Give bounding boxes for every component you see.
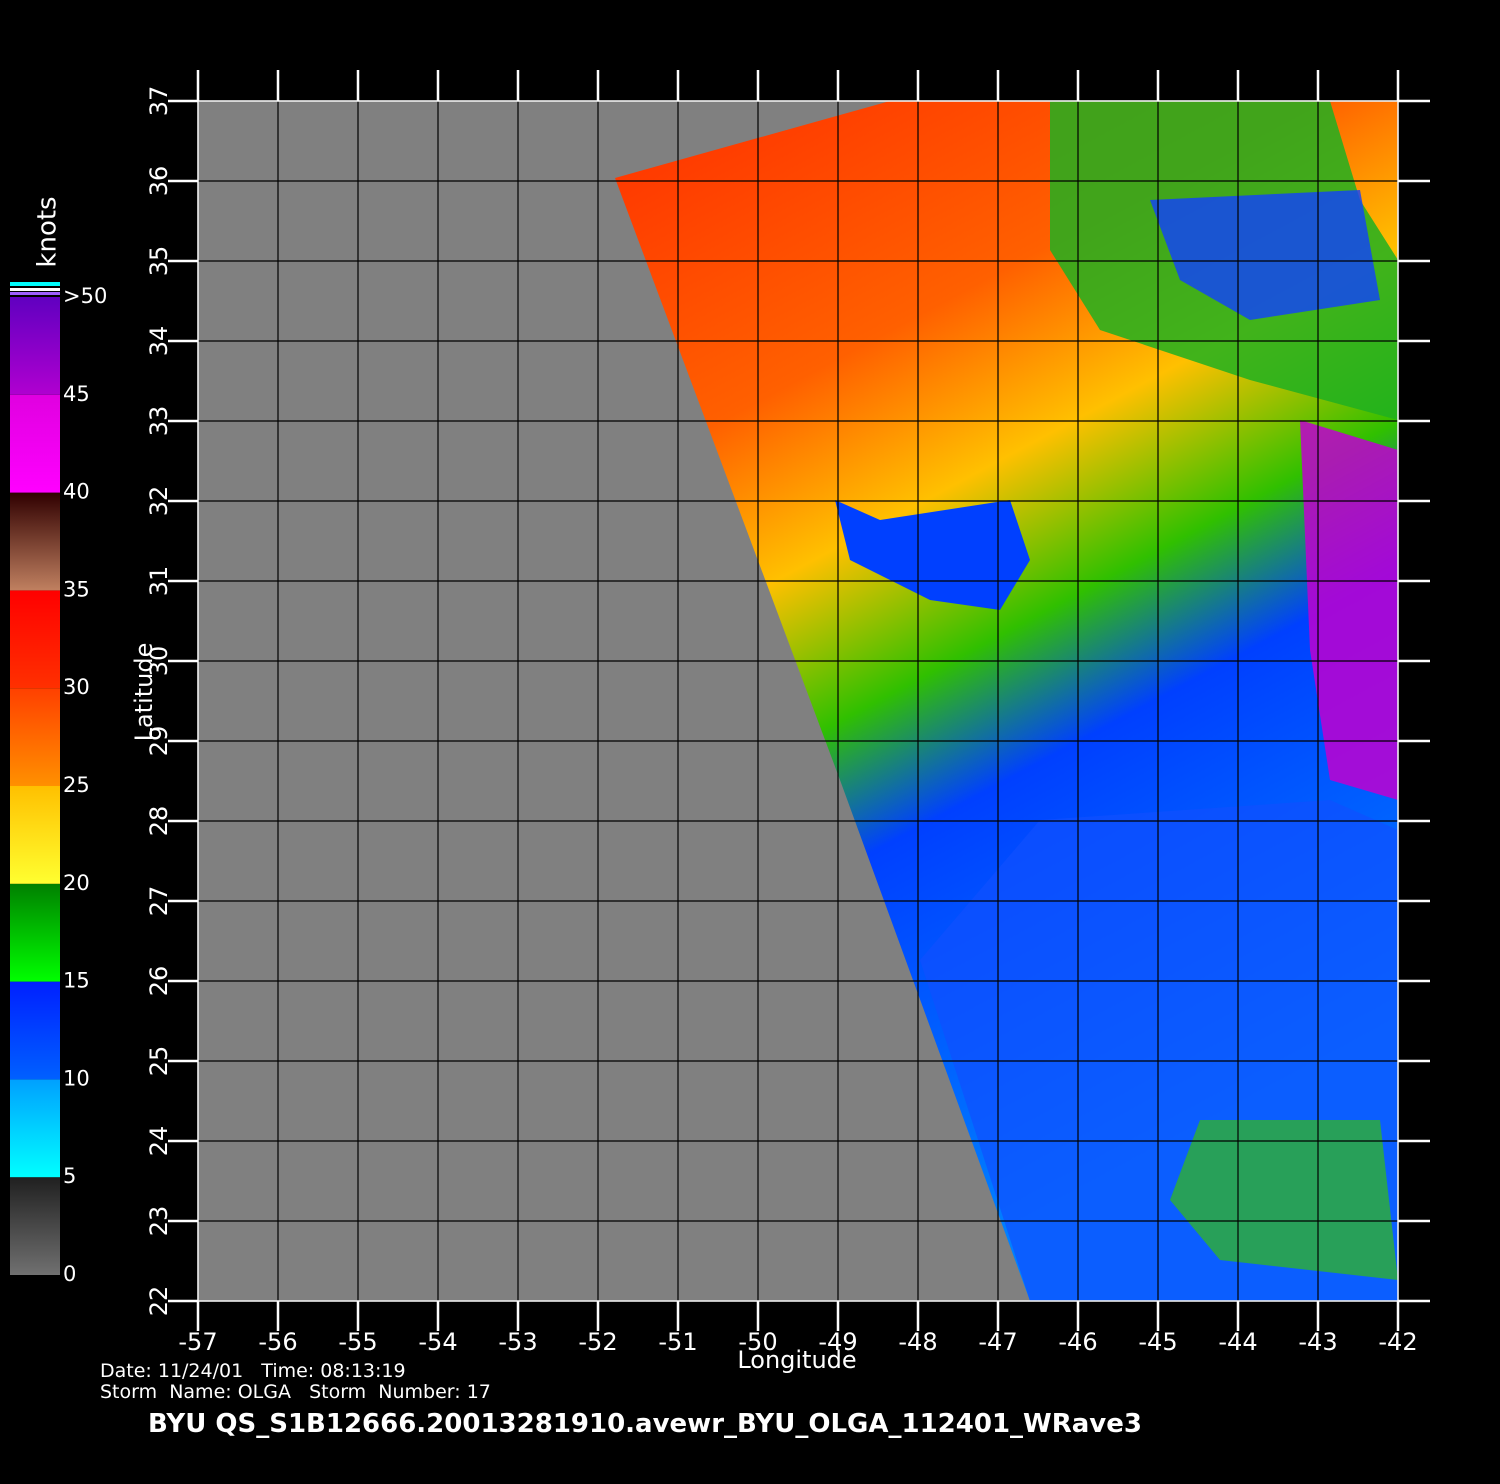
x-tick-label: -49 bbox=[818, 1328, 857, 1356]
x-tick-label: -43 bbox=[1298, 1328, 1337, 1356]
y-tick-label: 23 bbox=[145, 1206, 173, 1237]
x-tick-label: -45 bbox=[1138, 1328, 1177, 1356]
colorbar-segment bbox=[10, 492, 60, 591]
x-tick-label: -53 bbox=[498, 1328, 537, 1356]
x-tick-label: -57 bbox=[178, 1328, 217, 1356]
x-tick-label: -55 bbox=[338, 1328, 377, 1356]
colorbar-label: 25 bbox=[63, 773, 90, 797]
colorbar-segment bbox=[10, 590, 60, 689]
wind-region bbox=[835, 500, 1030, 610]
colorbar-segment bbox=[10, 688, 60, 786]
x-tick-label: -44 bbox=[1218, 1328, 1257, 1356]
y-tick-label: 26 bbox=[145, 966, 173, 997]
file-line: BYU QS_S1B12666.20013281910.avewr_BYU_OL… bbox=[148, 1409, 1142, 1439]
colorbar-cap bbox=[10, 288, 60, 291]
x-tick-label: -48 bbox=[898, 1328, 937, 1356]
colorbar-segment bbox=[10, 786, 60, 884]
colorbar-label: 40 bbox=[63, 480, 90, 504]
colorbar-label: 20 bbox=[63, 871, 90, 895]
colorbar-label: 30 bbox=[63, 675, 90, 699]
colorbar-cap bbox=[10, 292, 60, 295]
colorbar-label: 0 bbox=[63, 1262, 76, 1286]
y-tick-label: 34 bbox=[145, 326, 173, 357]
colorbar-cap bbox=[10, 282, 60, 286]
y-tick-label: 37 bbox=[145, 86, 173, 117]
colorbar-segment bbox=[10, 297, 60, 395]
y-tick-label: 31 bbox=[145, 566, 173, 597]
x-tick-label: -46 bbox=[1058, 1328, 1097, 1356]
colorbar-segment bbox=[10, 1177, 60, 1275]
colorbar-segment bbox=[10, 1079, 60, 1178]
colorbar-label: >50 bbox=[63, 284, 107, 308]
colorbar-label: 45 bbox=[63, 382, 90, 406]
y-tick-label: 33 bbox=[145, 406, 173, 437]
y-tick-label: 32 bbox=[145, 486, 173, 517]
colorbar-segment bbox=[10, 981, 60, 1080]
y-tick-label: 24 bbox=[145, 1126, 173, 1157]
colorbar-label: 5 bbox=[63, 1164, 76, 1188]
y-tick-label: 36 bbox=[145, 166, 173, 197]
wind-region bbox=[1300, 420, 1398, 800]
y-tick-label: 28 bbox=[145, 806, 173, 837]
y-tick-label: 27 bbox=[145, 886, 173, 917]
x-tick-label: -47 bbox=[978, 1328, 1017, 1356]
date-line: Date: 11/24/01 Time: 08:13:19 bbox=[100, 1360, 406, 1382]
colorbar-label: 10 bbox=[63, 1066, 90, 1090]
colorbar-segment bbox=[10, 394, 60, 493]
storm-line: Storm Name: OLGA Storm Number: 17 bbox=[100, 1381, 491, 1403]
y-tick-label: 30 bbox=[145, 646, 173, 677]
x-tick-label: -42 bbox=[1378, 1328, 1417, 1356]
colorbar-label: 15 bbox=[63, 969, 90, 993]
wind-region bbox=[1170, 1120, 1398, 1280]
y-tick-label: 35 bbox=[145, 246, 173, 277]
colorbar-title: knots bbox=[33, 196, 63, 267]
y-axis-label: Latitude bbox=[130, 643, 158, 742]
x-tick-label: -50 bbox=[738, 1328, 777, 1356]
x-tick-label: -56 bbox=[258, 1328, 297, 1356]
x-tick-label: -51 bbox=[658, 1328, 697, 1356]
x-tick-label: -54 bbox=[418, 1328, 457, 1356]
colorbar-label: 35 bbox=[63, 577, 90, 601]
y-tick-label: 22 bbox=[145, 1286, 173, 1317]
colorbar-segment bbox=[10, 883, 60, 982]
x-axis-label: Longitude bbox=[737, 1346, 856, 1374]
y-tick-label: 25 bbox=[145, 1046, 173, 1077]
wind-region bbox=[1150, 190, 1380, 320]
y-tick-label: 29 bbox=[145, 726, 173, 757]
x-tick-label: -52 bbox=[578, 1328, 617, 1356]
plot-frame bbox=[197, 100, 1399, 1302]
